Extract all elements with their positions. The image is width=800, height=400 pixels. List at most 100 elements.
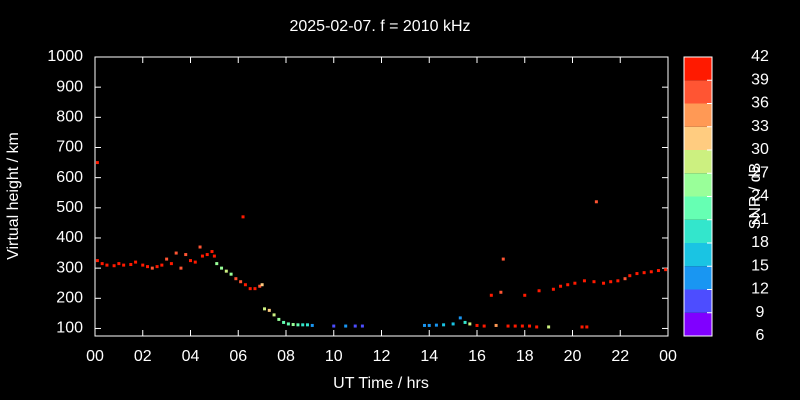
data-point [220,266,224,270]
data-point [475,323,479,327]
y-tick-label: 700 [56,139,83,156]
colorbar-tick-label: 24 [751,188,769,205]
data-point [100,262,104,266]
data-point [282,320,286,324]
data-point [501,257,505,261]
data-point [494,323,498,327]
data-point [427,323,431,327]
data-point [310,323,314,327]
data-point [184,253,188,257]
data-point [628,274,632,278]
data-point [198,245,202,249]
data-point [95,161,99,165]
y-tick-label: 400 [56,229,83,246]
data-point [239,280,243,284]
data-point [286,322,290,326]
y-tick-label: 200 [56,290,83,307]
colorbar-band [684,173,712,197]
y-tick-label: 300 [56,259,83,276]
y-tick-label: 600 [56,169,83,186]
data-point [105,263,109,267]
data-point [353,324,357,328]
data-point [582,279,586,283]
plot-frame [94,56,669,337]
data-point [296,323,300,327]
data-point [537,289,541,293]
data-point [260,283,264,287]
colorbar-band [684,80,712,104]
data-point [229,272,233,276]
colorbar-tick-label: 33 [751,118,769,135]
data-point [150,266,154,270]
colorbar-tick-label: 39 [751,71,769,88]
colorbar-band [684,150,712,174]
x-tick-label: 00 [86,348,104,365]
data-point [141,263,145,267]
colorbar-band [684,266,712,290]
data-point [193,260,197,264]
y-tick-label: 100 [56,320,83,337]
data-point [174,251,178,255]
colorbar-label: SNR / dB [747,163,764,230]
data-point [499,290,503,294]
data-point [215,262,219,266]
data-point [253,287,257,291]
data-point [592,280,596,284]
colorbar-band [684,57,712,81]
x-tick-label: 06 [229,348,247,365]
data-point [165,257,169,261]
data-point [155,265,159,269]
data-point [535,325,539,329]
data-point [112,264,116,268]
data-point [291,323,295,327]
data-point [609,280,613,284]
colorbar-tick-label: 6 [756,327,765,344]
data-point [434,323,438,327]
data-point [482,324,486,328]
x-tick-label: 02 [134,348,152,365]
data-point [243,283,247,287]
x-tick-label: 08 [277,348,295,365]
data-point [146,265,150,269]
data-point [451,322,455,326]
data-point [189,259,192,263]
data-point [656,269,660,273]
data-point [179,266,183,270]
colorbar-tick-label: 27 [751,164,769,181]
colorbar-band [684,196,712,220]
data-point [267,308,271,312]
data-point [224,269,228,273]
data-point [523,293,527,297]
data-point [551,287,555,291]
x-tick-label: 10 [325,348,343,365]
data-point [258,284,262,288]
data-point [210,250,214,254]
y-tick-label: 800 [56,109,83,126]
y-tick-label: 1000 [47,48,83,65]
data-point [277,317,281,321]
data-point [212,254,216,258]
colorbar-tick-label: 18 [751,234,769,251]
colorbar-band [684,289,712,313]
colorbar-tick-label: 9 [756,304,765,321]
data-point [301,323,305,327]
colorbar-tick-label: 42 [751,48,769,65]
data-point [234,277,238,281]
data-point [649,270,653,274]
data-point [305,323,309,327]
data-point [585,325,589,329]
data-point [169,262,173,266]
data-point [513,324,517,328]
data-point [616,279,620,283]
data-point [559,284,563,288]
data-point [134,260,138,264]
colorbar-band [684,126,712,150]
data-point [160,263,164,267]
data-point [263,307,267,311]
data-point [422,323,426,327]
data-point [506,324,510,328]
data-point [602,281,606,285]
x-axis-label: UT Time / hrs [333,375,429,392]
